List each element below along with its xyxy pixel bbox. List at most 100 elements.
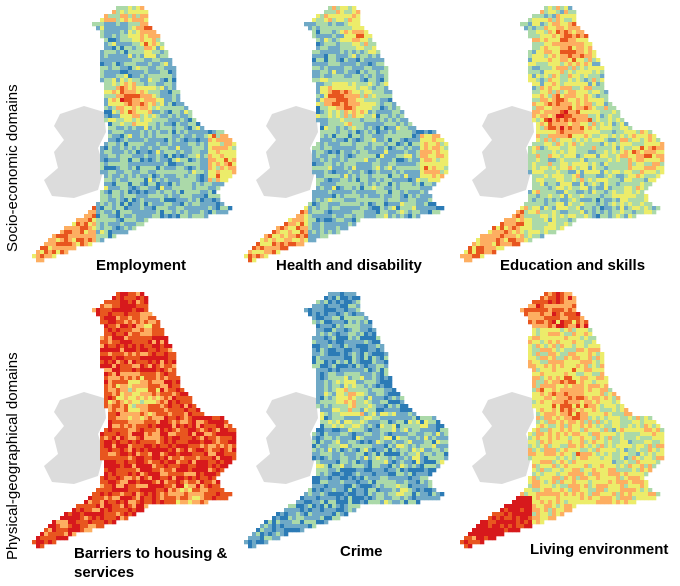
map-cell (172, 352, 177, 357)
map-cell (120, 90, 125, 95)
map-cell (384, 154, 389, 159)
map-cell (360, 150, 365, 155)
map-cell (504, 242, 509, 247)
map-cell (596, 174, 601, 179)
map-cell (148, 376, 153, 381)
map-cell (88, 230, 93, 235)
map-cell (540, 14, 545, 19)
map-cell (616, 122, 621, 127)
map-cell (384, 78, 389, 83)
map-cell (432, 146, 437, 151)
map-cell (552, 26, 557, 31)
map-cell (220, 162, 225, 167)
map-cell (164, 344, 169, 349)
map-cell (632, 154, 637, 159)
map-cell (408, 194, 413, 199)
map-cell (112, 392, 117, 397)
map-caption-health-disability: Health and disability (276, 257, 422, 274)
map-cell (164, 194, 169, 199)
map-cell (384, 214, 389, 219)
map-cell (424, 158, 429, 163)
map-cell (648, 178, 653, 183)
map-cell (516, 214, 521, 219)
map-cell (120, 70, 125, 75)
map-cell (624, 142, 629, 147)
map-cell (120, 206, 125, 211)
map-cell (120, 66, 125, 71)
map-cell (340, 62, 345, 67)
map-cell (128, 178, 133, 183)
map-cell (356, 54, 361, 59)
map-cell (632, 210, 637, 215)
map-cell (116, 70, 121, 75)
map-cell (572, 194, 577, 199)
map-cell (200, 138, 205, 143)
map-cell (136, 416, 141, 421)
map-cell (140, 182, 145, 187)
map-cell (100, 34, 105, 39)
map-cell (568, 162, 573, 167)
map-cell (132, 126, 137, 131)
map-cell (364, 114, 369, 119)
map-cell (116, 230, 121, 235)
map-cell (280, 230, 285, 235)
map-cell (116, 424, 121, 429)
map-cell (132, 138, 137, 143)
map-cell (620, 150, 625, 155)
map-cell (136, 376, 141, 381)
map-cell (212, 130, 217, 135)
map-cell (528, 30, 533, 35)
map-cell (204, 436, 209, 441)
map-cell (556, 94, 561, 99)
map-cell (108, 360, 113, 365)
map-cell (584, 118, 589, 123)
map-cell (424, 194, 429, 199)
map-cell (180, 210, 185, 215)
map-cell (540, 154, 545, 159)
map-cell (96, 218, 101, 223)
map-cell (140, 292, 145, 297)
map-cell (384, 122, 389, 127)
map-cell (536, 194, 541, 199)
map-cell (324, 130, 329, 135)
map-cell (636, 198, 641, 203)
map-cell (176, 150, 181, 155)
map-cell (552, 114, 557, 119)
map-cell (160, 58, 165, 63)
map-cell (148, 312, 153, 317)
map-cell (180, 388, 185, 393)
map-cell (104, 158, 109, 163)
map-cell (84, 242, 89, 247)
map-cell (216, 174, 221, 179)
map-cell (532, 226, 537, 231)
map-cell (112, 34, 117, 39)
map-cell (212, 420, 217, 425)
map-cell (192, 126, 197, 131)
map-cell (132, 344, 137, 349)
map-cell (544, 190, 549, 195)
map-cell (560, 186, 565, 191)
map-cell (420, 170, 425, 175)
map-cell (592, 86, 597, 91)
map-cell (324, 190, 329, 195)
map-cell (156, 98, 161, 103)
map-cell (156, 428, 161, 433)
map-cell (612, 146, 617, 151)
map-cell (116, 166, 121, 171)
map-cell (188, 186, 193, 191)
map-cell (548, 166, 553, 171)
map-cell (640, 178, 645, 183)
map-cell (156, 190, 161, 195)
map-cell (376, 194, 381, 199)
map-cell (320, 38, 325, 43)
map-cell (552, 178, 557, 183)
map-cell (568, 154, 573, 159)
map-cell (560, 6, 565, 11)
map-cell (112, 408, 117, 413)
map-cell (312, 210, 317, 215)
map-cell (620, 190, 625, 195)
map-cell (540, 142, 545, 147)
map-cell (168, 130, 173, 135)
map-cell (224, 146, 229, 151)
map-cell (140, 404, 145, 409)
